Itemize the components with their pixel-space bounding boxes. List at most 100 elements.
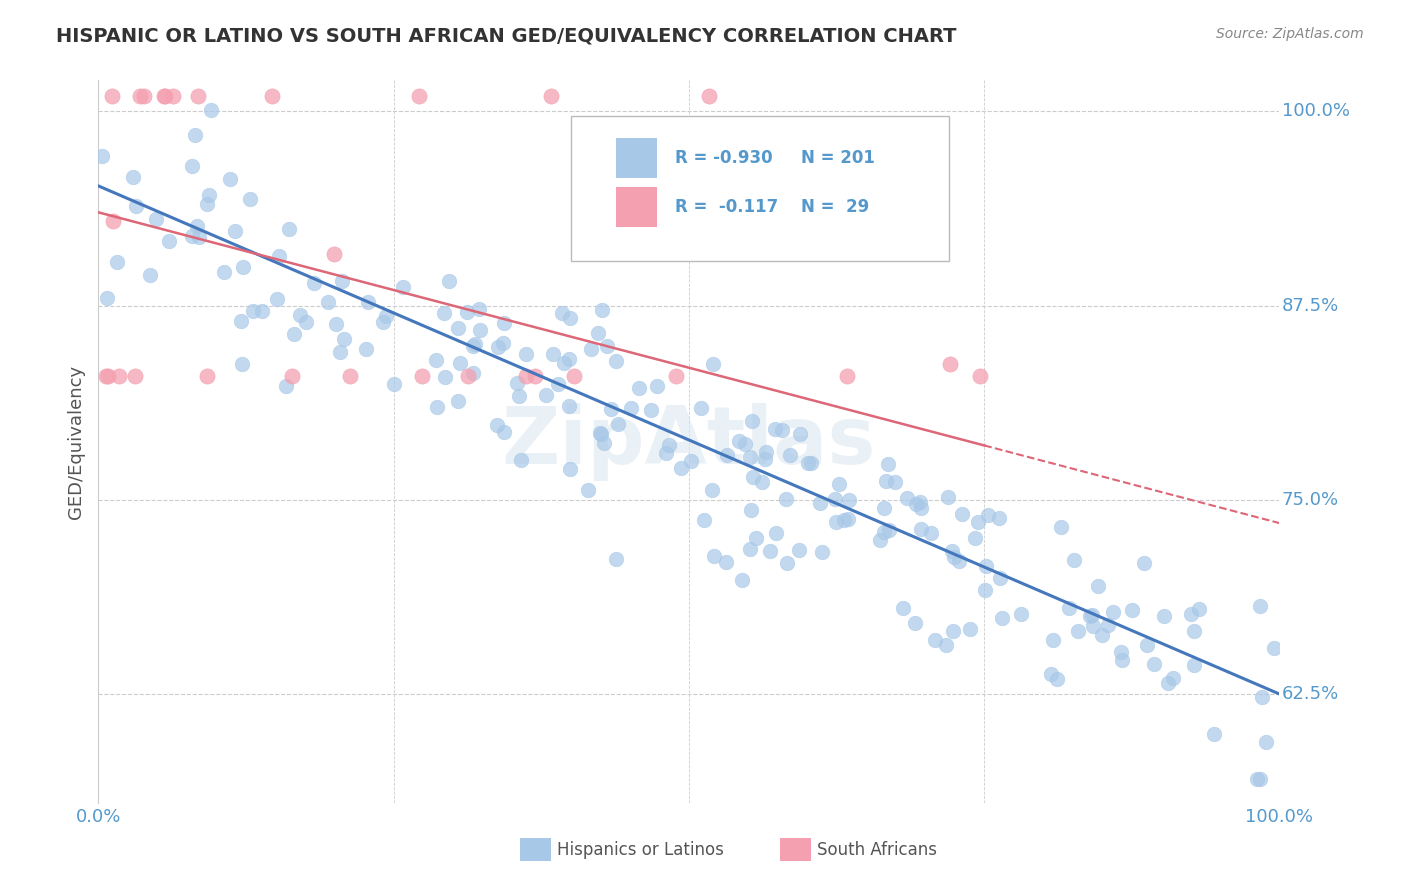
Point	[671, 461, 693, 475]
Point	[1156, 676, 1178, 690]
Point	[1180, 607, 1202, 621]
Point	[751, 475, 773, 490]
Point	[1042, 632, 1064, 647]
Point	[187, 230, 209, 244]
Point	[1010, 607, 1032, 621]
Point	[276, 379, 298, 393]
Point	[731, 573, 754, 587]
Point	[693, 513, 716, 527]
Point	[908, 495, 931, 509]
Point	[765, 526, 787, 541]
Point	[910, 501, 932, 516]
Point	[938, 357, 960, 371]
Point	[515, 368, 537, 383]
Point	[967, 515, 990, 529]
Point	[576, 483, 599, 497]
Point	[184, 128, 207, 142]
Point	[260, 88, 283, 103]
Point	[96, 292, 118, 306]
Point	[1063, 553, 1085, 567]
Point	[716, 555, 738, 569]
Point	[1263, 641, 1285, 656]
Point	[277, 222, 299, 236]
Point	[281, 368, 304, 383]
Point	[125, 198, 148, 212]
Point	[371, 315, 394, 329]
FancyBboxPatch shape	[571, 117, 949, 260]
Text: 75.0%: 75.0%	[1282, 491, 1339, 508]
Point	[1182, 657, 1205, 672]
Point	[808, 496, 831, 510]
Point	[509, 452, 531, 467]
Point	[655, 445, 678, 459]
Text: N =  29: N = 29	[801, 198, 869, 216]
Point	[534, 388, 557, 402]
Point	[759, 544, 782, 558]
Text: 100.0%: 100.0%	[1282, 103, 1350, 120]
Point	[787, 542, 810, 557]
Point	[974, 583, 997, 598]
Point	[1083, 619, 1105, 633]
Point	[828, 477, 851, 491]
Point	[1081, 608, 1104, 623]
Point	[463, 339, 485, 353]
Point	[891, 600, 914, 615]
Point	[728, 434, 751, 448]
Point	[702, 357, 724, 371]
Point	[181, 229, 204, 244]
Point	[294, 315, 316, 329]
Text: ZipAtlas: ZipAtlas	[502, 402, 876, 481]
Point	[1078, 609, 1101, 624]
Point	[988, 510, 1011, 524]
Text: 62.5%: 62.5%	[1282, 685, 1339, 703]
Point	[700, 483, 723, 498]
Point	[754, 451, 776, 466]
Point	[523, 368, 546, 383]
Point	[550, 306, 572, 320]
Point	[896, 491, 918, 506]
Point	[703, 549, 725, 564]
Point	[212, 265, 235, 279]
Point	[877, 524, 900, 538]
Point	[596, 339, 619, 353]
Point	[884, 475, 907, 489]
Point	[1246, 772, 1268, 787]
Point	[540, 88, 562, 103]
Point	[153, 88, 176, 103]
Point	[107, 255, 129, 269]
Point	[186, 219, 208, 233]
Point	[936, 490, 959, 504]
Point	[1097, 617, 1119, 632]
Point	[738, 450, 761, 464]
Point	[1249, 772, 1271, 787]
Point	[832, 512, 855, 526]
Point	[1111, 653, 1133, 667]
Point	[557, 399, 579, 413]
Point	[224, 224, 246, 238]
Point	[96, 368, 118, 383]
Point	[988, 571, 1011, 585]
Point	[437, 274, 460, 288]
Point	[690, 401, 713, 416]
Text: 87.5%: 87.5%	[1282, 296, 1339, 315]
Point	[738, 542, 761, 557]
Point	[101, 88, 124, 103]
Point	[876, 457, 898, 471]
Point	[180, 159, 202, 173]
Point	[1066, 624, 1088, 638]
Point	[1121, 603, 1143, 617]
Point	[835, 368, 858, 383]
Point	[950, 507, 973, 521]
Point	[1057, 601, 1080, 615]
Point	[963, 531, 986, 545]
Point	[599, 401, 621, 416]
Point	[447, 321, 470, 335]
Point	[197, 187, 219, 202]
Point	[134, 88, 156, 103]
Point	[969, 368, 991, 383]
Point	[579, 343, 602, 357]
Point	[122, 169, 145, 184]
Point	[605, 551, 627, 566]
Point	[1251, 690, 1274, 704]
Point	[640, 403, 662, 417]
